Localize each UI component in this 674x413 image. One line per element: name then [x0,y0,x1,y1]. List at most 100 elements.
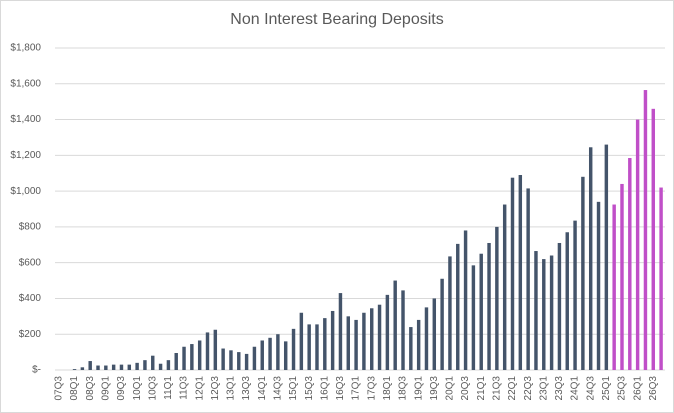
bar [510,177,515,370]
x-tick-label: 16Q3 [335,376,346,401]
bar [190,344,194,370]
x-tick-label: 25Q3 [617,376,628,401]
x-tick-label: 22Q3 [523,376,534,401]
bar [213,329,218,370]
bar [409,327,413,370]
x-tick-label: 21Q3 [491,376,502,401]
bar [463,230,468,370]
bar [291,328,296,370]
bar [612,204,616,370]
bar [596,201,601,370]
x-tick-label: 14Q1 [257,376,268,401]
x-tick-label: 15Q3 [304,376,315,401]
bar [393,280,397,370]
bar [416,319,421,370]
bar [96,365,100,370]
bar [197,340,202,370]
bar [581,176,585,370]
bar [72,369,77,370]
bar [362,312,366,370]
bar [534,251,538,370]
x-tick-label: 17Q3 [366,376,377,401]
bar [244,353,249,370]
y-tick-label: $400 [19,293,42,304]
x-tick-label: 18Q3 [398,376,409,401]
x-tick-label: 16Q1 [319,376,330,401]
bar [495,226,499,370]
x-tick-label: 13Q3 [241,376,252,401]
bar [604,144,609,370]
bar [542,259,546,370]
bar [237,352,241,370]
x-tick-label: 09Q3 [116,376,127,401]
bar [659,187,663,370]
bar [80,367,85,370]
bar [354,319,358,370]
bar [166,360,171,370]
x-tick-label: 11Q3 [179,376,190,400]
bar [135,362,139,370]
bar [377,304,382,370]
x-tick-label: 25Q1 [601,376,612,401]
bar [182,346,186,370]
bar [385,294,390,370]
x-tick-label: 08Q1 [69,376,80,401]
x-tick-label: 08Q3 [85,376,96,401]
x-tick-label: 10Q1 [132,376,143,401]
x-tick-label: 12Q3 [210,376,221,401]
bar [432,298,437,370]
bar [174,353,178,370]
bar [276,334,280,370]
bar [221,348,225,370]
bar [565,232,569,370]
x-tick-label: 22Q1 [507,376,518,401]
x-tick-label: 10Q3 [147,376,158,401]
bar [502,204,507,370]
x-tick-label: 23Q1 [538,376,549,401]
x-tick-label: 09Q1 [100,376,111,401]
bar [143,360,147,370]
bar [401,290,405,370]
x-tick-label: 21Q1 [476,376,487,401]
bar [330,310,335,370]
y-tick-label: $1,600 [10,78,41,89]
bar [229,350,233,370]
bar [487,242,491,370]
bar [111,364,116,370]
bar [315,324,319,370]
bar [127,364,132,370]
bar [456,243,460,370]
bar [151,355,155,370]
bar [588,147,593,370]
bar [252,346,257,370]
bar [307,324,311,370]
bar [651,108,655,371]
x-tick-label: 20Q3 [460,376,471,401]
y-tick-label: $1,400 [10,114,41,125]
bar [628,158,632,370]
x-tick-label: 13Q1 [226,376,237,401]
bar [518,175,523,370]
chart-title: Non Interest Bearing Deposits [230,11,443,28]
bar [104,365,108,370]
bar [635,119,640,370]
bar [346,316,350,370]
y-tick-label: $1,000 [10,186,41,197]
bar [424,307,429,370]
bar [557,242,562,370]
x-tick-label: 26Q3 [648,376,659,401]
x-tick-label: 26Q1 [632,376,643,401]
x-tick-label: 20Q1 [445,376,456,401]
x-tick-label: 07Q3 [54,376,65,401]
bar [268,337,272,370]
x-tick-label: 14Q3 [273,376,284,401]
bar [620,183,624,370]
bar [471,265,476,370]
bar [643,90,648,371]
bar [549,255,554,370]
bar [370,308,374,370]
y-tick-label: $- [32,365,41,376]
y-tick-label: $1,200 [10,150,41,161]
y-tick-label: $200 [19,329,42,340]
